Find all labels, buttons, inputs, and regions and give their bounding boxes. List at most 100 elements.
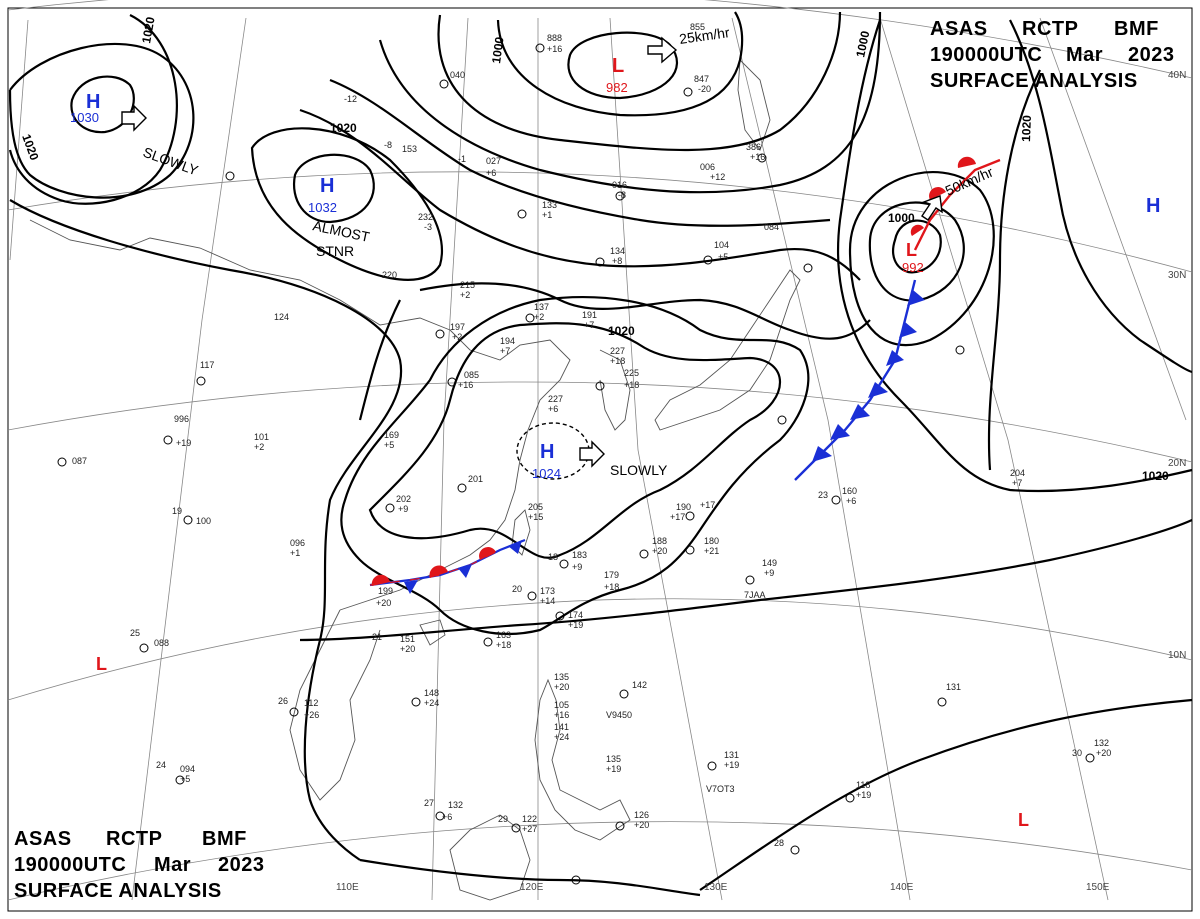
station-value: +1 bbox=[542, 210, 552, 220]
movement-arrows bbox=[121, 36, 943, 468]
station-circle bbox=[527, 591, 537, 601]
station-value: +9 bbox=[764, 568, 774, 578]
header-line-3: SURFACE ANALYSIS bbox=[930, 68, 1182, 94]
coast-hainan bbox=[419, 619, 446, 646]
station-circle bbox=[831, 495, 841, 505]
isobar-label: 1020 bbox=[330, 121, 357, 135]
station-value: 190 bbox=[676, 502, 691, 512]
station-value: +15 bbox=[528, 512, 543, 522]
station-value: +12 bbox=[710, 172, 725, 182]
isobar-label: 1020 bbox=[139, 15, 157, 44]
station-value: 30 bbox=[1072, 748, 1082, 758]
coast-japan bbox=[654, 269, 801, 431]
station-value: +2 bbox=[254, 442, 264, 452]
movement-arrow-icon-h1024 bbox=[579, 440, 605, 468]
cold-front-tri-6 bbox=[830, 424, 850, 440]
header-line-3: SURFACE ANALYSIS bbox=[14, 878, 276, 904]
station-value: +21 bbox=[704, 546, 719, 556]
header-region: ASAS bbox=[930, 18, 988, 40]
station-value: 105 bbox=[554, 700, 569, 710]
cold-front-tri-7 bbox=[812, 446, 832, 462]
station-circle bbox=[435, 811, 445, 821]
station-value: -1 bbox=[458, 154, 466, 164]
coast-china bbox=[339, 329, 571, 611]
station-value: 131 bbox=[724, 750, 739, 760]
station-value: 040 bbox=[450, 70, 465, 80]
isobar-h1032-1020 bbox=[250, 127, 443, 281]
station-value: 179 bbox=[604, 570, 619, 580]
movement-label-speed: 25km/hr bbox=[678, 24, 731, 47]
station-value: 153 bbox=[402, 144, 417, 154]
station-value: +5 bbox=[718, 252, 728, 262]
station-value: 148 bbox=[424, 688, 439, 698]
station-value: +16 bbox=[554, 710, 569, 720]
station-value: 21 bbox=[372, 632, 382, 642]
station-circle bbox=[745, 575, 755, 585]
low-pressure-icon: L bbox=[906, 240, 917, 260]
meridian-118e bbox=[431, 17, 469, 901]
header-line-1: ASAS RCTP BMF bbox=[930, 16, 1182, 42]
header-station: RCTP bbox=[1022, 18, 1079, 40]
station-value: +6 bbox=[486, 168, 496, 178]
station-value: 135 bbox=[554, 672, 569, 682]
station-circle bbox=[707, 761, 717, 771]
header-month: Mar bbox=[154, 854, 192, 876]
station-value: +19 bbox=[176, 438, 191, 448]
station-value: 205 bbox=[528, 502, 543, 512]
station-circle bbox=[703, 255, 713, 265]
station-value: +8 bbox=[612, 256, 622, 266]
station-value: +24 bbox=[554, 732, 569, 742]
station-value: 094 bbox=[180, 764, 195, 774]
station-value: +18 bbox=[610, 356, 625, 366]
high-pressure-icon: H bbox=[320, 175, 334, 197]
station-value: 25 bbox=[130, 628, 140, 638]
isobar-label: 1020 bbox=[1019, 115, 1034, 142]
header-title: SURFACE ANALYSIS bbox=[14, 880, 222, 902]
station-circle bbox=[615, 821, 625, 831]
station-value: 122 bbox=[522, 814, 537, 824]
lat-label: 10N bbox=[1168, 650, 1186, 661]
header-title: SURFACE ANALYSIS bbox=[930, 70, 1138, 92]
parallel-40n bbox=[7, 0, 1193, 79]
station-circle bbox=[457, 483, 467, 493]
chart-header-top-right: ASAS RCTP BMF 190000UTC Mar 2023 SURFACE… bbox=[930, 16, 1182, 94]
stat-warm-1 bbox=[371, 574, 390, 586]
station-value: +17 bbox=[670, 512, 685, 522]
header-year: 2023 bbox=[1128, 44, 1175, 66]
high-pressure-value: 1030 bbox=[70, 110, 99, 125]
station-value: 117 bbox=[200, 360, 214, 370]
isobar-south-1020 bbox=[699, 698, 1193, 891]
coastlines bbox=[29, 58, 801, 901]
header-line-1: ASAS RCTP BMF bbox=[14, 826, 276, 852]
cold-front-line bbox=[794, 279, 917, 481]
station-value: 227 bbox=[548, 394, 563, 404]
station-value: 19 bbox=[172, 506, 182, 516]
isobar-label: 1020 bbox=[19, 132, 41, 162]
station-value: 191 bbox=[582, 310, 597, 320]
station-value: +14 bbox=[540, 596, 555, 606]
station-value: +2 bbox=[460, 290, 470, 300]
movement-arrow-icon-l982 bbox=[647, 36, 678, 64]
warm-front-semi-2 bbox=[929, 187, 946, 200]
low-pressure-value: 982 bbox=[606, 80, 628, 95]
station-value: +19 bbox=[568, 620, 583, 630]
station-circle bbox=[555, 611, 565, 621]
station-value: 132 bbox=[1094, 738, 1109, 748]
station-value: 149 bbox=[762, 558, 777, 568]
warm-front-semi-1 bbox=[910, 224, 924, 236]
isobar-l982-1000 bbox=[496, 11, 744, 117]
station-value: 7JAA bbox=[744, 590, 766, 600]
pressure-centres: H 1030 H 1032 H 1024 H L 982 L 992 L L bbox=[70, 55, 1160, 830]
isobar-big-ring bbox=[9, 199, 403, 861]
station-circle bbox=[595, 257, 605, 267]
station-circle bbox=[559, 559, 569, 569]
station-value: 084 bbox=[764, 222, 779, 232]
station-value: 134 bbox=[610, 246, 625, 256]
stat-cold-1 bbox=[404, 580, 418, 594]
chart-header-bottom-left: ASAS RCTP BMF 190000UTC Mar 2023 SURFACE… bbox=[14, 826, 276, 904]
station-value: 188 bbox=[652, 536, 667, 546]
station-value: 132 bbox=[448, 800, 463, 810]
station-value: 101 bbox=[254, 432, 269, 442]
stationary-front-china bbox=[369, 538, 526, 594]
lon-label: 120E bbox=[520, 882, 544, 893]
